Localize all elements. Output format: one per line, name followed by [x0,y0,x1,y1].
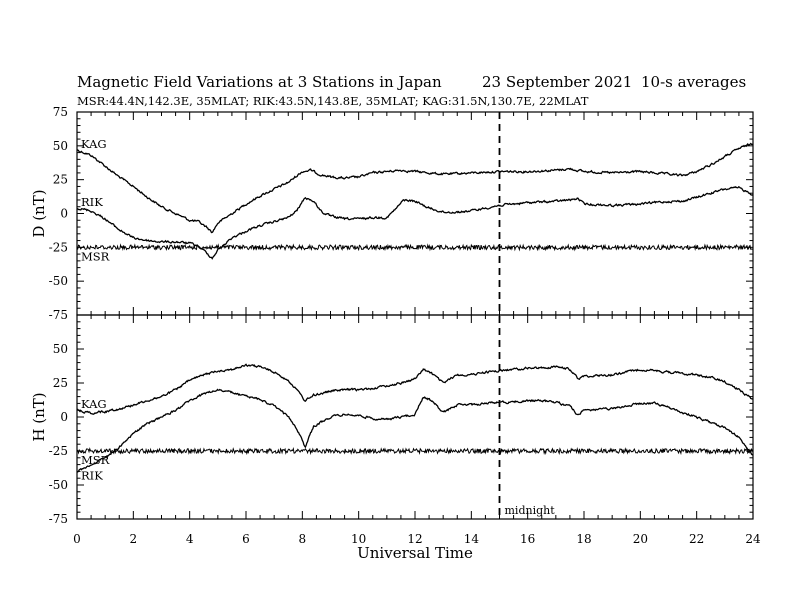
series-label-rik: RIK [81,195,103,209]
x-tick-label: 20 [633,532,648,546]
y-tick-label: -25 [49,240,68,254]
figure-date: 23 September 2021 [482,73,632,91]
x-tick-label: 10 [351,532,366,546]
d-panel-series [76,142,754,260]
series-line-kag [76,142,754,234]
x-tick-label: 24 [745,532,761,546]
y-tick-label: 0 [60,207,68,221]
h-panel-series [76,363,754,473]
series-label-kag: KAG [81,397,107,411]
series-label-msr: MSR [81,453,110,467]
series-label-msr: MSR [81,249,110,263]
y-tick-label: 75 [53,105,68,119]
y-tick-label: 50 [53,342,68,356]
h-axis-label: H (nT) [30,392,48,441]
y-tick-label: 25 [53,376,68,390]
figure-averaging: 10-s averages [641,73,746,91]
y-tick-label: -75 [49,512,68,526]
h-panel-frame [76,314,754,520]
series-line-rik [76,185,754,260]
d-component-panel: 75 50 25 0 -25 -50 -75 KAG RIK MSR D (nT) [30,105,754,322]
d-panel-ticks: 75 50 25 0 -25 -50 -75 [49,105,754,322]
y-tick-label: 50 [53,139,68,153]
x-tick-label: 0 [73,532,81,546]
y-tick-label: 0 [60,410,68,424]
x-tick-label: 2 [130,532,138,546]
y-tick-label: 25 [53,173,68,187]
y-tick-label: -75 [49,308,68,322]
series-line-rik [76,388,754,473]
x-tick-label: 6 [242,532,250,546]
series-label-rik: RIK [81,468,103,482]
figure-title: Magnetic Field Variations at 3 Stations … [77,73,442,91]
x-tick-label: 4 [186,532,194,546]
series-line-msr [76,446,754,456]
x-tick-label: 12 [407,532,422,546]
x-tick-label: 18 [576,532,591,546]
x-axis-label: Universal Time [357,544,473,562]
x-tick-label: 14 [464,532,480,546]
series-line-msr [76,243,754,252]
d-panel-series-labels: KAG RIK MSR [81,137,110,263]
y-tick-label: -50 [49,478,68,492]
x-tick-label: 22 [689,532,704,546]
series-label-kag: KAG [81,137,107,151]
x-tick-label: 16 [520,532,535,546]
d-axis-label: D (nT) [30,189,48,237]
d-panel-frame [76,111,754,316]
series-line-kag [76,363,754,415]
x-tick-label: 8 [299,532,307,546]
station-subtitle: MSR:44.4N,142.3E, 35MLAT; RIK:43.5N,143.… [77,94,589,108]
y-tick-label: -50 [49,274,68,288]
midnight-annotation: midnight [505,504,556,517]
y-tick-label: -25 [49,444,68,458]
